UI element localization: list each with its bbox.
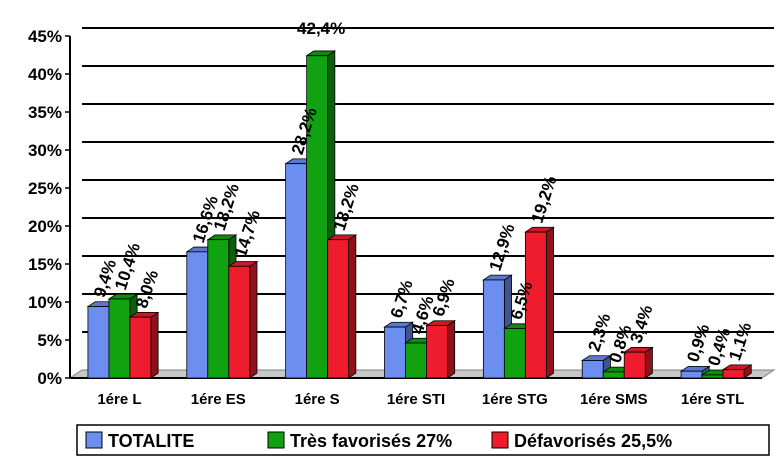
- bar-side: [249, 260, 258, 379]
- gridlines: [82, 27, 774, 333]
- legend-label: Défavorisés 25,5%: [514, 431, 672, 451]
- x-tick-label: 1ére STI: [387, 391, 445, 408]
- legend-swatch: [267, 431, 285, 449]
- bar-side: [545, 226, 554, 379]
- data-label: 1,1%: [725, 320, 755, 363]
- data-label: 42,4%: [297, 19, 345, 38]
- bar: [228, 265, 251, 379]
- bar: [384, 326, 406, 379]
- legend-swatch: [491, 431, 509, 449]
- y-tick-label: 35%: [28, 103, 62, 122]
- y-tick-label: 40%: [28, 65, 62, 84]
- y-tick-label: 25%: [28, 179, 62, 198]
- bar: [405, 342, 427, 379]
- data-label: 14,7%: [231, 208, 264, 260]
- y-tick-label: 5%: [37, 331, 62, 350]
- bar: [327, 239, 350, 379]
- x-tick-label: 1ére SMS: [580, 391, 648, 408]
- bar: [581, 360, 604, 379]
- x-tick-label: 1ére STG: [482, 391, 548, 408]
- bar: [602, 371, 625, 379]
- bar: [701, 374, 724, 379]
- data-label: 6,9%: [429, 276, 459, 319]
- y-tick-label: 0%: [37, 369, 62, 388]
- x-tick-label: 1ére S: [295, 391, 340, 408]
- bar: [623, 351, 646, 379]
- bar: [207, 239, 230, 379]
- data-label: 12,9%: [486, 221, 519, 273]
- legend: TOTALITE Très favorisés 27% Défavorisés 25…: [76, 424, 770, 456]
- bar: [426, 325, 448, 379]
- y-tick-label: 30%: [28, 141, 62, 160]
- bar: [680, 370, 703, 379]
- bar: [503, 328, 526, 379]
- data-label: 3,4%: [626, 303, 656, 346]
- bar-side: [447, 320, 456, 379]
- y-tick-label: 10%: [28, 293, 62, 312]
- bar: [482, 279, 505, 379]
- x-tick-label: 1ére ES: [191, 391, 246, 408]
- legend-label: TOTALITE: [108, 431, 194, 451]
- bar-side: [644, 346, 653, 379]
- data-label: 8,0%: [132, 268, 162, 311]
- bars: [86, 50, 753, 379]
- x-tick-label: 1ére STL: [681, 391, 744, 408]
- bar: [108, 298, 131, 379]
- bar-side: [150, 311, 159, 379]
- axes: 0% 5% 10% 15% 20% 25% 30% 35% 40% 45% 1ére L 1ére E…: [28, 27, 762, 408]
- bar: [306, 55, 329, 379]
- legend-label: Très favorisés 27%: [290, 431, 452, 451]
- y-tick-label: 15%: [28, 255, 62, 274]
- bar: [524, 231, 547, 379]
- bar: [129, 316, 152, 379]
- y-tick-label: 45%: [28, 27, 62, 46]
- x-tick-label: 1ére L: [97, 391, 141, 408]
- bar: [285, 163, 308, 379]
- legend-box: [76, 424, 770, 456]
- bar: [722, 369, 745, 379]
- bar-side: [348, 234, 357, 379]
- legend-swatch: [85, 431, 103, 449]
- bar: [87, 306, 110, 379]
- bar: [186, 251, 209, 379]
- y-tick-label: 20%: [28, 217, 62, 236]
